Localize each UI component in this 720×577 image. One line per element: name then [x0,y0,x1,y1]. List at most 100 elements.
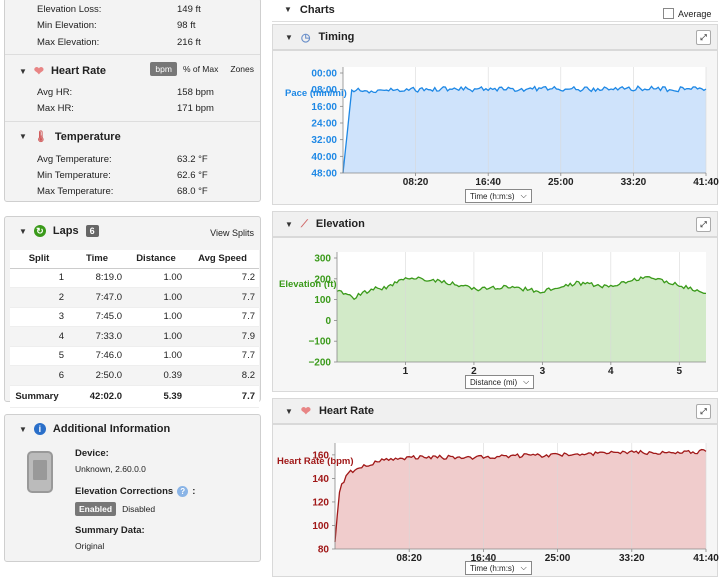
max-hr-row: Max HR: 171 bpm [37,103,214,114]
help-icon[interactable]: ? [177,486,189,497]
x-tick-label: 33:20 [619,553,645,564]
collapse-triangle-icon[interactable]: ▼ [19,66,27,76]
collapse-triangle-icon[interactable]: ▼ [284,5,292,14]
additional-info-header[interactable]: ▼ i Additional Information [19,423,170,435]
laps-refresh-icon: ↻ [33,225,46,237]
distance-cell: 1.00 [126,307,186,327]
timing-title: Timing [318,31,355,43]
elevation-chart-area: 300 200 100 0 −100 −200 1 2 3 4 5 Elevation (ft) Di… [272,237,718,392]
time-cell: 2:50.0 [68,365,126,386]
x-axis-select[interactable]: Distance (mi) ⌵ [465,375,535,389]
expand-icon[interactable]: ⤢ [696,404,711,419]
heartrate-chart-area: 160 140 120 100 80 08:20 16:40 25:00 33:20 41:40 H… [272,424,719,577]
additional-info-panel: ▼ i Additional Information Device: Unkno… [4,414,261,562]
series-area [337,276,706,362]
y-tick-label: 08:00 [311,85,337,96]
tab-zones[interactable]: Zones [230,64,254,74]
split-cell: 2 [10,287,68,308]
expand-icon[interactable]: ⤢ [696,217,711,232]
expand-icon[interactable]: ⤢ [696,30,711,45]
column-header-time[interactable]: Time [68,250,126,269]
table-row[interactable]: 1 8:19.0 1.00 7.2 [10,268,259,288]
charts-title: Charts [299,3,335,16]
max-elevation-label: Max Elevation: [37,37,100,48]
y-tick-label: 120 [312,497,329,508]
chevron-down-icon: ⌵ [523,377,530,386]
view-splits-link[interactable]: View Splits [210,228,254,238]
min-temp-label: Min Temperature: [37,170,111,181]
column-header-distance[interactable]: Distance [126,250,186,269]
y-tick-label: 140 [312,474,329,485]
min-temp-row: Min Temperature: 62.6 °F [37,170,208,181]
split-cell: 6 [10,365,68,386]
collapse-triangle-icon[interactable]: ▼ [285,219,293,229]
avg-speed-cell: 7.7 [186,307,259,327]
table-row[interactable]: 2 7:47.0 1.00 7.7 [10,287,259,308]
column-header-avg-speed[interactable]: Avg Speed [186,250,259,269]
chevron-down-icon: ⌵ [520,191,527,200]
series-line [342,85,707,174]
laps-count-badge: 6 [85,225,99,237]
laps-section-header[interactable]: ▼ ↻ Laps 6 [19,225,99,237]
elevation-loss-label: Elevation Loss: [37,4,102,15]
elevation-corrections-row: Elevation Corrections ? : [75,486,195,497]
max-hr-value: 171 bpm [177,103,214,114]
collapse-triangle-icon[interactable]: ▼ [19,132,27,141]
x-tick-label: 16:40 [475,177,501,188]
max-temp-row: Max Temperature: 68.0 °F [37,186,208,197]
split-cell: 4 [10,326,68,347]
y-axis-label: Pace (min/mi) [285,88,347,99]
tab-percent-max[interactable]: % of Max [182,64,219,74]
average-checkbox[interactable] [663,8,674,19]
series-area [343,86,706,173]
column-header-split[interactable]: Split [10,250,68,269]
distance-cell: 1.00 [126,346,186,366]
summary-row: Summary 42:02.0 5.39 7.7 [10,384,259,408]
avg-speed-cell: 7.7 [186,287,259,308]
min-temp-value: 62.6 °F [177,170,208,181]
heart-rate-section-header[interactable]: ▼ ❤ Heart Rate [19,64,106,78]
elevation-corrections-label: Elevation Corrections [75,486,174,497]
distance-cell: 1.00 [126,326,186,347]
disabled-toggle[interactable]: Disabled [122,504,156,514]
elevation-icon: ⟋ [300,218,308,230]
elevation-chart: 300 200 100 0 −100 −200 1 2 3 4 5 Elevation (ft) [279,252,707,377]
heart-icon: ❤ [33,64,44,78]
elevation-loss-row: Elevation Loss: 149 ft [37,4,201,15]
timing-chart-header: ▼ ◷ Timing ⤢ [272,24,718,50]
y-tick-label: 160 [312,450,329,461]
heartrate-chart-header: ▼ ❤ Heart Rate ⤢ [272,398,718,424]
collapse-triangle-icon[interactable]: ▼ [285,406,293,416]
clock-icon: ◷ [300,31,311,44]
x-tick-label: 4 [608,366,614,377]
summary-label: Summary [10,384,68,408]
x-axis-select[interactable]: Time (h:m:s) ⌵ [465,189,532,203]
table-row[interactable]: 4 7:33.0 1.00 7.9 [10,326,259,347]
x-tick-label: 1 [403,366,409,377]
avg-hr-value: 158 bpm [177,87,214,98]
elevation-corrections-colon: : [192,486,196,497]
y-tick-label: 200 [314,274,331,285]
table-row[interactable]: 6 2:50.0 0.39 8.2 [10,365,259,386]
x-tick-label: 25:00 [548,177,574,188]
y-tick-label: 16:00 [311,102,337,113]
distance-cell: 0.39 [126,365,186,386]
avg-temp-label: Avg Temperature: [37,154,112,165]
table-row[interactable]: 5 7:46.0 1.00 7.7 [10,346,259,366]
x-tick-label: 5 [677,366,683,377]
avg-hr-label: Avg HR: [37,87,73,98]
x-tick-label: 25:00 [545,553,571,564]
max-hr-label: Max HR: [37,103,74,114]
laps-title: Laps [52,225,79,237]
split-cell: 1 [10,268,68,288]
table-row[interactable]: 3 7:45.0 1.00 7.7 [10,307,259,327]
x-axis-select[interactable]: Time (h:m:s) ⌵ [465,561,532,575]
temperature-section-header[interactable]: ▼ 🌡 Temperature [19,130,121,144]
y-tick-label: 100 [312,521,329,532]
max-temp-label: Max Temperature: [37,186,114,197]
collapse-triangle-icon[interactable]: ▼ [19,424,27,434]
collapse-triangle-icon[interactable]: ▼ [19,226,27,236]
enabled-toggle[interactable]: Enabled [75,502,117,516]
collapse-triangle-icon[interactable]: ▼ [285,32,293,42]
tab-bpm[interactable]: bpm [150,62,177,76]
